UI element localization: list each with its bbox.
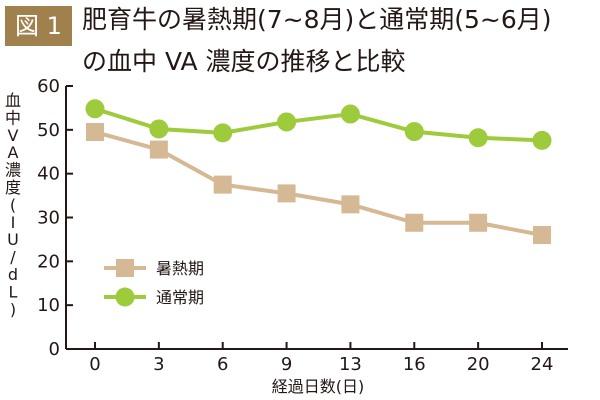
chart-title-line-1: 肥育牛の暑熱期(7~8月)と通常期(5~6月) (82, 5, 552, 34)
y-tick-labels: 0 10 20 30 40 50 60 (37, 76, 60, 360)
data-point (149, 140, 168, 159)
series-normal-period (85, 99, 552, 150)
series-line (94, 130, 543, 237)
data-point (404, 122, 424, 142)
data-point (532, 130, 552, 150)
x-tick-label: 6 (217, 354, 228, 375)
legend-label: 暑熱期 (156, 259, 204, 278)
data-point (277, 184, 296, 203)
axes (65, 85, 568, 350)
legend-marker (116, 259, 134, 277)
y-tick-label: 20 (37, 251, 60, 272)
y-tick-label: 50 (37, 120, 60, 141)
data-point (85, 99, 105, 119)
series-line (94, 106, 543, 143)
y-axis-label: 血中 V A 濃度(I U / d L) (5, 91, 21, 319)
x-tick-label: 3 (153, 354, 164, 375)
x-tick-label: 9 (281, 354, 292, 375)
data-point (533, 226, 551, 245)
legend-label: 通常期 (156, 288, 204, 307)
x-tick-label: 16 (403, 354, 426, 375)
data-point (468, 128, 488, 148)
data-point (149, 119, 169, 139)
y-tick-label: 30 (37, 208, 60, 229)
data-point (86, 123, 104, 142)
series (85, 99, 552, 245)
data-point (405, 213, 424, 232)
data-point (341, 195, 360, 214)
x-tick-label: 0 (89, 354, 100, 375)
x-tick-label: 24 (531, 354, 554, 375)
chart-title-line-2: の血中 VA 濃度の推移と比較 (82, 47, 406, 76)
x-tick-label: 13 (339, 354, 362, 375)
y-tick-label: 0 (49, 339, 60, 360)
series-heat-period (86, 123, 551, 245)
x-axis-label: 経過日数(日) (272, 377, 365, 396)
legend-marker (115, 287, 135, 307)
data-point (277, 112, 297, 132)
y-tick-label: 60 (37, 76, 60, 97)
data-point (469, 213, 488, 232)
x-tick-label: 20 (467, 354, 490, 375)
figure-badge: 図 1 (5, 6, 72, 46)
x-tick-labels: 0 3 6 9 13 16 20 24 (89, 354, 553, 375)
data-point (213, 175, 232, 194)
data-point (213, 123, 233, 143)
y-tick-label: 40 (37, 164, 60, 185)
y-axis-label-text: 血中 V A 濃度(I U / d L) (5, 91, 21, 319)
y-tick-label: 10 (37, 295, 60, 316)
data-point (340, 104, 360, 124)
